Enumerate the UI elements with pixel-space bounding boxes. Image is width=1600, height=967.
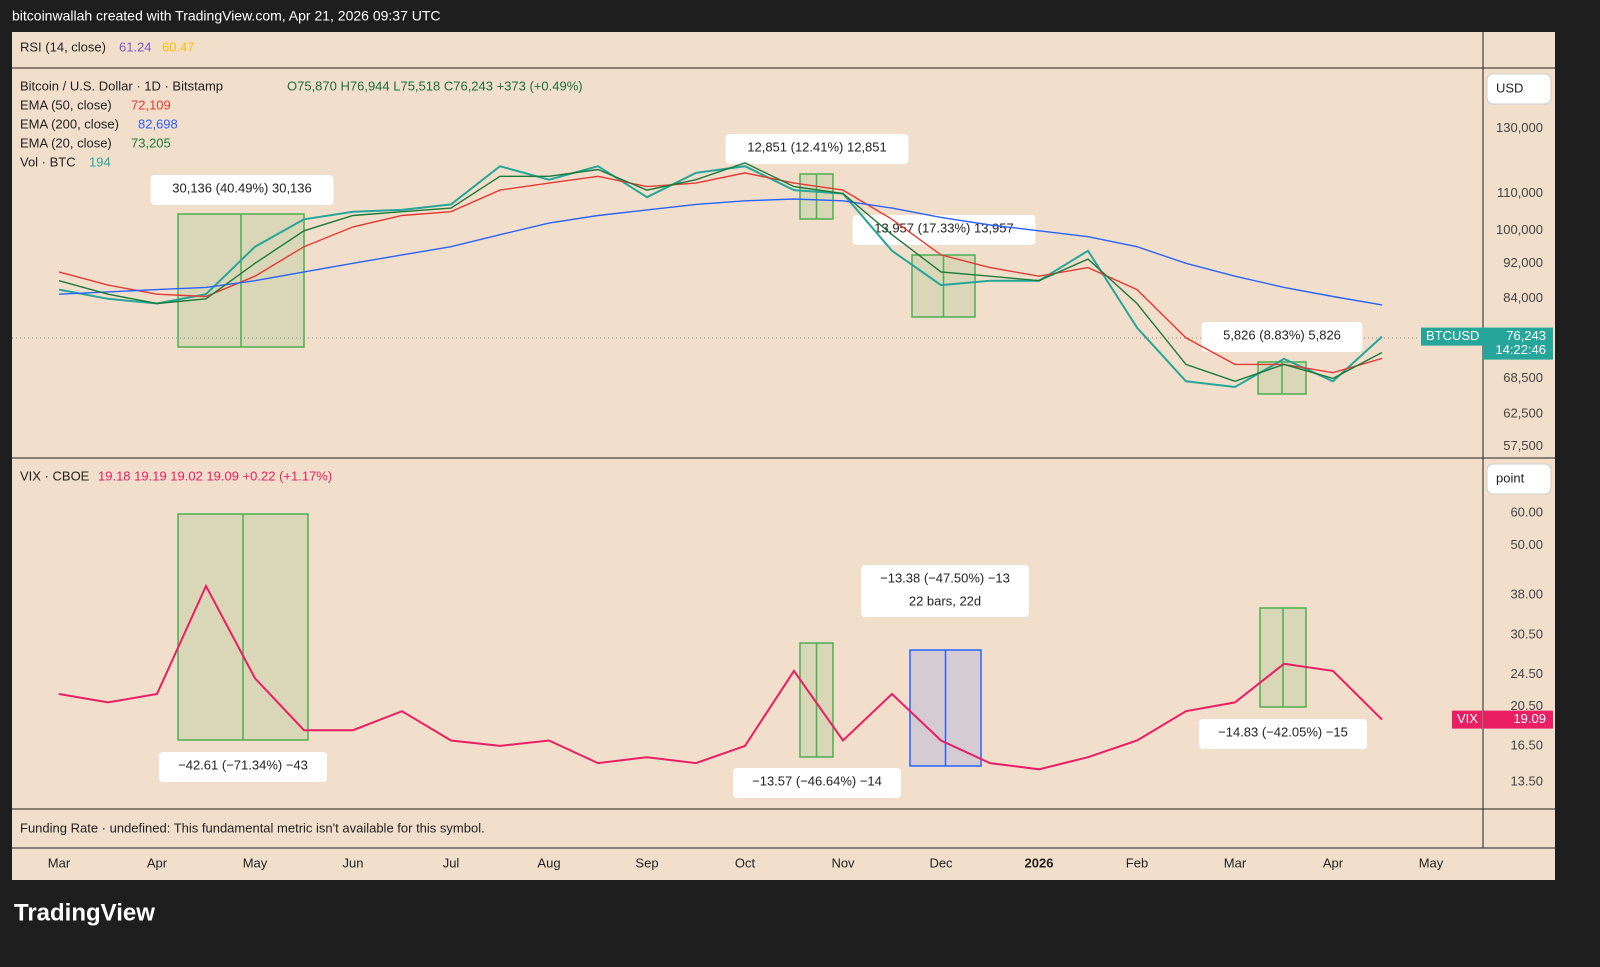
annotation-text: −14.83 (−42.05%) −15 [1218, 724, 1348, 739]
legend-label: Vol · BTC [20, 154, 76, 169]
annotation-box [150, 175, 334, 205]
x-tick-label: Mar [1224, 855, 1247, 870]
countdown: 14:22:46 [1495, 342, 1546, 357]
unit-box [1486, 463, 1552, 495]
annotation-text: −13.57 (−46.64%) −14 [752, 773, 882, 788]
series-line [58, 583, 1383, 771]
x-tick-label: Aug [537, 855, 560, 870]
symbol-tag-text: VIX [1457, 711, 1478, 726]
annotation-box [852, 215, 1036, 245]
x-tick-label: 2026 [1025, 855, 1054, 870]
y-tick-label: 38.00 [1510, 587, 1543, 602]
y-tick-label: 20.50 [1510, 698, 1543, 713]
annotation-box [725, 134, 909, 164]
legend-value: 194 [89, 154, 111, 169]
legend-label: EMA (200, close) [20, 116, 119, 131]
x-tick-label: Oct [735, 855, 756, 870]
x-tick-label: Nov [831, 855, 855, 870]
legend-value: 82,698 [138, 116, 178, 131]
y-tick-label: 100,000 [1496, 222, 1543, 237]
legend-label: EMA (50, close) [20, 97, 112, 112]
annotation-text: −13.38 (−47.50%) −13 [880, 570, 1010, 585]
annotation-box [1201, 322, 1363, 352]
symbol-tag [1452, 710, 1482, 729]
x-tick-label: Dec [929, 855, 953, 870]
x-tick-label: Feb [1126, 855, 1148, 870]
unit-label: USD [1496, 80, 1523, 95]
y-tick-label: 68,500 [1503, 370, 1543, 385]
series-line [58, 198, 1383, 306]
x-tick-label: Apr [147, 855, 168, 870]
series-line [58, 162, 1383, 383]
rsi-value: 60.47 [162, 39, 195, 54]
x-tick-label: Jul [443, 855, 460, 870]
price-tag-text: 76,243 [1506, 328, 1546, 343]
x-tick-label: May [1419, 855, 1444, 870]
y-tick-label: 130,000 [1496, 120, 1543, 135]
series-line [58, 165, 1383, 389]
annotation-box [861, 565, 1029, 617]
symbol-tag [1421, 327, 1483, 346]
logo: TradingView [14, 899, 155, 926]
legend-value: 72,109 [131, 97, 171, 112]
unit-box [1486, 73, 1552, 105]
y-tick-label: 50.00 [1510, 537, 1543, 552]
funding-note: Funding Rate · undefined: This fundament… [20, 820, 485, 835]
price-tag [1483, 327, 1553, 360]
annotation-text: 30,136 (40.49%) 30,136 [172, 180, 312, 195]
ohlc: O75,870 H76,944 L75,518 C76,243 +373 (+0… [287, 78, 583, 93]
annotation-box [159, 752, 327, 782]
legend-value: 73,205 [131, 135, 171, 150]
legend-label: EMA (20, close) [20, 135, 112, 150]
ohlc: 19.18 19.19 19.02 19.09 +0.22 (+1.17%) [98, 468, 332, 483]
x-tick-label: Apr [1323, 855, 1344, 870]
pane-borders [12, 32, 1555, 849]
y-tick-label: 92,000 [1503, 255, 1543, 270]
x-tick-label: Mar [48, 855, 71, 870]
symbol-tag-text: BTCUSD [1426, 328, 1479, 343]
y-tick-label: 60.00 [1510, 504, 1543, 519]
x-tick-label: Sep [635, 855, 658, 870]
unit-label: point [1496, 470, 1525, 485]
y-tick-label: 16.50 [1510, 737, 1543, 752]
header: bitcoinwallah created with TradingView.c… [12, 8, 441, 24]
x-tick-label: May [243, 855, 268, 870]
chart-title: VIX · CBOE [20, 468, 90, 483]
y-tick-label: 57,500 [1503, 438, 1543, 453]
x-tick-label: Jun [343, 855, 364, 870]
annotation-text: −42.61 (−71.34%) −43 [178, 757, 308, 772]
annotation-text: 5,826 (8.83%) 5,826 [1223, 327, 1341, 342]
annotation-text: 13,957 (17.33%) 13,957 [874, 220, 1014, 235]
y-tick-label: 62,500 [1503, 406, 1543, 421]
price-tag-text: 19.09 [1513, 711, 1546, 726]
annotation-text: 12,851 (12.41%) 12,851 [747, 139, 887, 154]
rsi-label: RSI (14, close) [20, 39, 106, 54]
price-tag [1483, 710, 1553, 729]
y-tick-label: 30.50 [1510, 626, 1543, 641]
y-tick-label: 24.50 [1510, 666, 1543, 681]
chart-title: Bitcoin / U.S. Dollar · 1D · Bitstamp [20, 78, 223, 93]
y-tick-label: 110,000 [1497, 185, 1543, 200]
y-tick-label: 84,000 [1503, 290, 1543, 305]
rsi-value: 61.24 [119, 39, 152, 54]
y-tick-label: 13.50 [1510, 774, 1543, 789]
annotation-box [1199, 719, 1367, 749]
series-line [58, 172, 1383, 374]
annotation-box [733, 768, 901, 798]
annotation-text: 22 bars, 22d [909, 593, 981, 608]
